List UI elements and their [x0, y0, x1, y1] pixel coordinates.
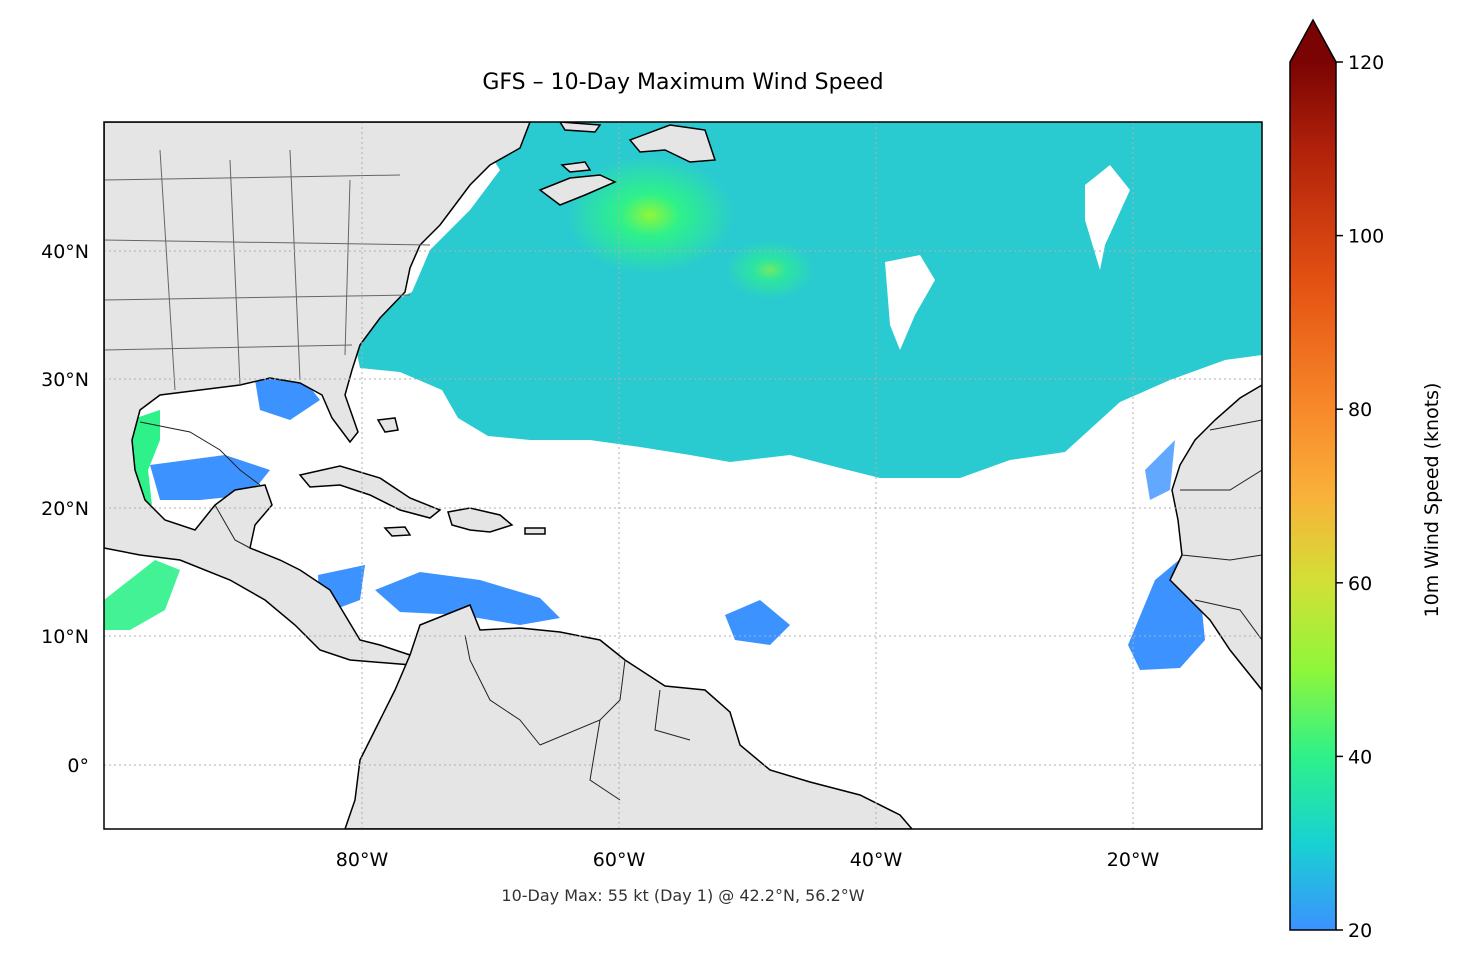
max-wind-annotation: 10-Day Max: 55 kt (Day 1) @ 42.2°N, 56.2…: [501, 886, 865, 905]
africa-land: [1169, 384, 1262, 692]
lon-tick-label: 40°W: [850, 849, 903, 871]
south-america-land: [344, 604, 913, 829]
map-title: GFS – 10-Day Maximum Wind Speed: [482, 70, 884, 95]
labrador-land: [559, 122, 602, 133]
lon-tick-label: 20°W: [1107, 849, 1160, 871]
lat-tick-label: 30°N: [41, 369, 89, 391]
gridlines: [104, 122, 1262, 829]
lon-tick-labels: 80°W 60°W 40°W 20°W: [336, 849, 1160, 871]
bahamas-land: [376, 417, 399, 433]
colorbar-label: 10m Wind Speed (knots): [1421, 382, 1443, 618]
country-borders: [139, 419, 1262, 801]
lat-tick-label: 0°: [67, 755, 89, 777]
map-frame: [103, 121, 1263, 830]
wind-field-pacific-mexico: [104, 560, 180, 630]
wind-field-caribbean: [375, 572, 560, 625]
newfoundland-land: [628, 124, 717, 163]
lat-tick-label: 40°N: [41, 241, 89, 263]
state-borders: [104, 149, 431, 391]
hispaniola-land: [447, 507, 514, 533]
land: [104, 122, 1262, 829]
lon-tick-label: 60°W: [593, 849, 646, 871]
puerto-rico-land: [524, 527, 546, 535]
lat-tick-label: 20°N: [41, 498, 89, 520]
prince-edward-land: [560, 161, 592, 173]
nova-scotia-land: [538, 174, 617, 206]
storm-secondary-band: [725, 240, 815, 300]
wind-field-north-africa: [1145, 440, 1175, 500]
jamaica-land: [383, 526, 412, 537]
wind-gap-east-atlantic: [1085, 165, 1130, 270]
storm-maximum-center: [565, 155, 735, 275]
wind-field-central-atlantic: [725, 600, 790, 645]
lat-tick-label: 10°N: [41, 626, 89, 648]
cuba-land: [298, 465, 442, 519]
lon-tick-label: 80°W: [336, 849, 389, 871]
north-america-land: [104, 122, 531, 666]
wind-field-gulf-coast: [255, 375, 320, 420]
wind-gap-mid-atlantic: [885, 255, 935, 350]
lat-tick-labels: 40°N 30°N 20°N 10°N 0°: [41, 241, 89, 777]
